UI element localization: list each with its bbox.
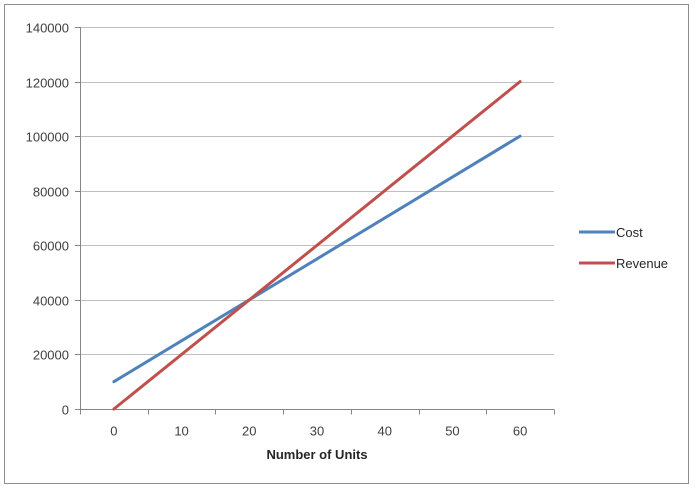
x-tick-label-30: 30 bbox=[310, 424, 324, 439]
y-tick-label-120000: 120000 bbox=[26, 76, 69, 91]
y-tick-label-20000: 20000 bbox=[33, 348, 69, 363]
y-tick-label-60000: 60000 bbox=[33, 239, 69, 254]
y-tick-label-80000: 80000 bbox=[33, 185, 69, 200]
x-tick-label-50: 50 bbox=[445, 424, 459, 439]
series-lines bbox=[112, 80, 522, 411]
x-tick-label-40: 40 bbox=[377, 424, 391, 439]
x-tick-label-0: 0 bbox=[110, 424, 117, 439]
series-line-revenue bbox=[112, 80, 522, 411]
x-tick-label-60: 60 bbox=[513, 424, 527, 439]
x-tick-label-10: 10 bbox=[174, 424, 188, 439]
y-tick-label-40000: 40000 bbox=[33, 294, 69, 309]
x-axis-title: Number of Units bbox=[266, 447, 367, 462]
gridlines bbox=[80, 27, 554, 355]
legend-label-cost: Cost bbox=[616, 225, 643, 240]
y-tick-label-0: 0 bbox=[62, 403, 69, 418]
legend: Cost Revenue bbox=[579, 225, 668, 271]
axes: 0 20000 40000 60000 80000 100000 120000 140000 0… bbox=[26, 21, 555, 439]
x-tick-label-20: 20 bbox=[242, 424, 256, 439]
y-tick-label-100000: 100000 bbox=[26, 130, 69, 145]
legend-label-revenue: Revenue bbox=[616, 256, 668, 271]
series-line-cost bbox=[112, 134, 522, 384]
y-tick-label-140000: 140000 bbox=[26, 21, 69, 36]
